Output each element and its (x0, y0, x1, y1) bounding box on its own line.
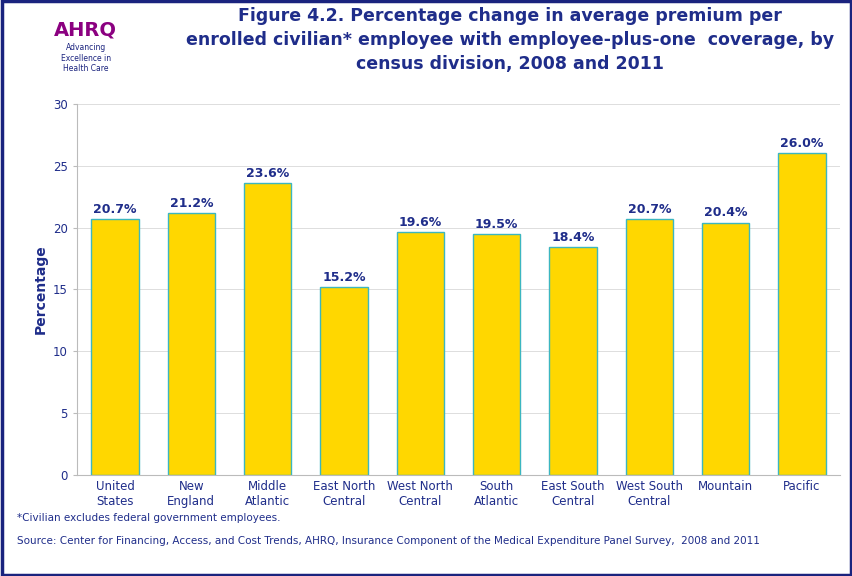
Text: Advancing
Excellence in
Health Care: Advancing Excellence in Health Care (60, 43, 111, 73)
Text: 19.5%: 19.5% (475, 218, 518, 230)
Bar (91, 219, 138, 475)
Bar (473, 234, 520, 475)
Text: 20.7%: 20.7% (627, 203, 671, 216)
Bar (549, 247, 596, 475)
Text: Figure 4.2. Percentage change in average premium per
enrolled civilian* employee: Figure 4.2. Percentage change in average… (186, 7, 832, 73)
Text: 20.7%: 20.7% (93, 203, 136, 216)
Text: 26.0%: 26.0% (780, 137, 823, 150)
Text: 15.2%: 15.2% (322, 271, 366, 284)
Text: 21.2%: 21.2% (170, 196, 213, 210)
Text: *Civilian excludes federal government employees.: *Civilian excludes federal government em… (17, 513, 280, 523)
Y-axis label: Percentage: Percentage (33, 245, 47, 334)
Text: 19.6%: 19.6% (398, 217, 441, 229)
Bar (701, 222, 748, 475)
Text: AHRQ: AHRQ (55, 21, 117, 40)
Text: 18.4%: 18.4% (550, 231, 594, 244)
Text: 23.6%: 23.6% (245, 167, 289, 180)
Bar (320, 287, 367, 475)
Bar (778, 153, 825, 475)
Bar (396, 233, 443, 475)
Text: Source: Center for Financing, Access, and Cost Trends, AHRQ, Insurance Component: Source: Center for Financing, Access, an… (17, 536, 759, 546)
Bar (244, 183, 291, 475)
Bar (168, 213, 215, 475)
Text: 20.4%: 20.4% (703, 206, 746, 219)
Bar (625, 219, 672, 475)
